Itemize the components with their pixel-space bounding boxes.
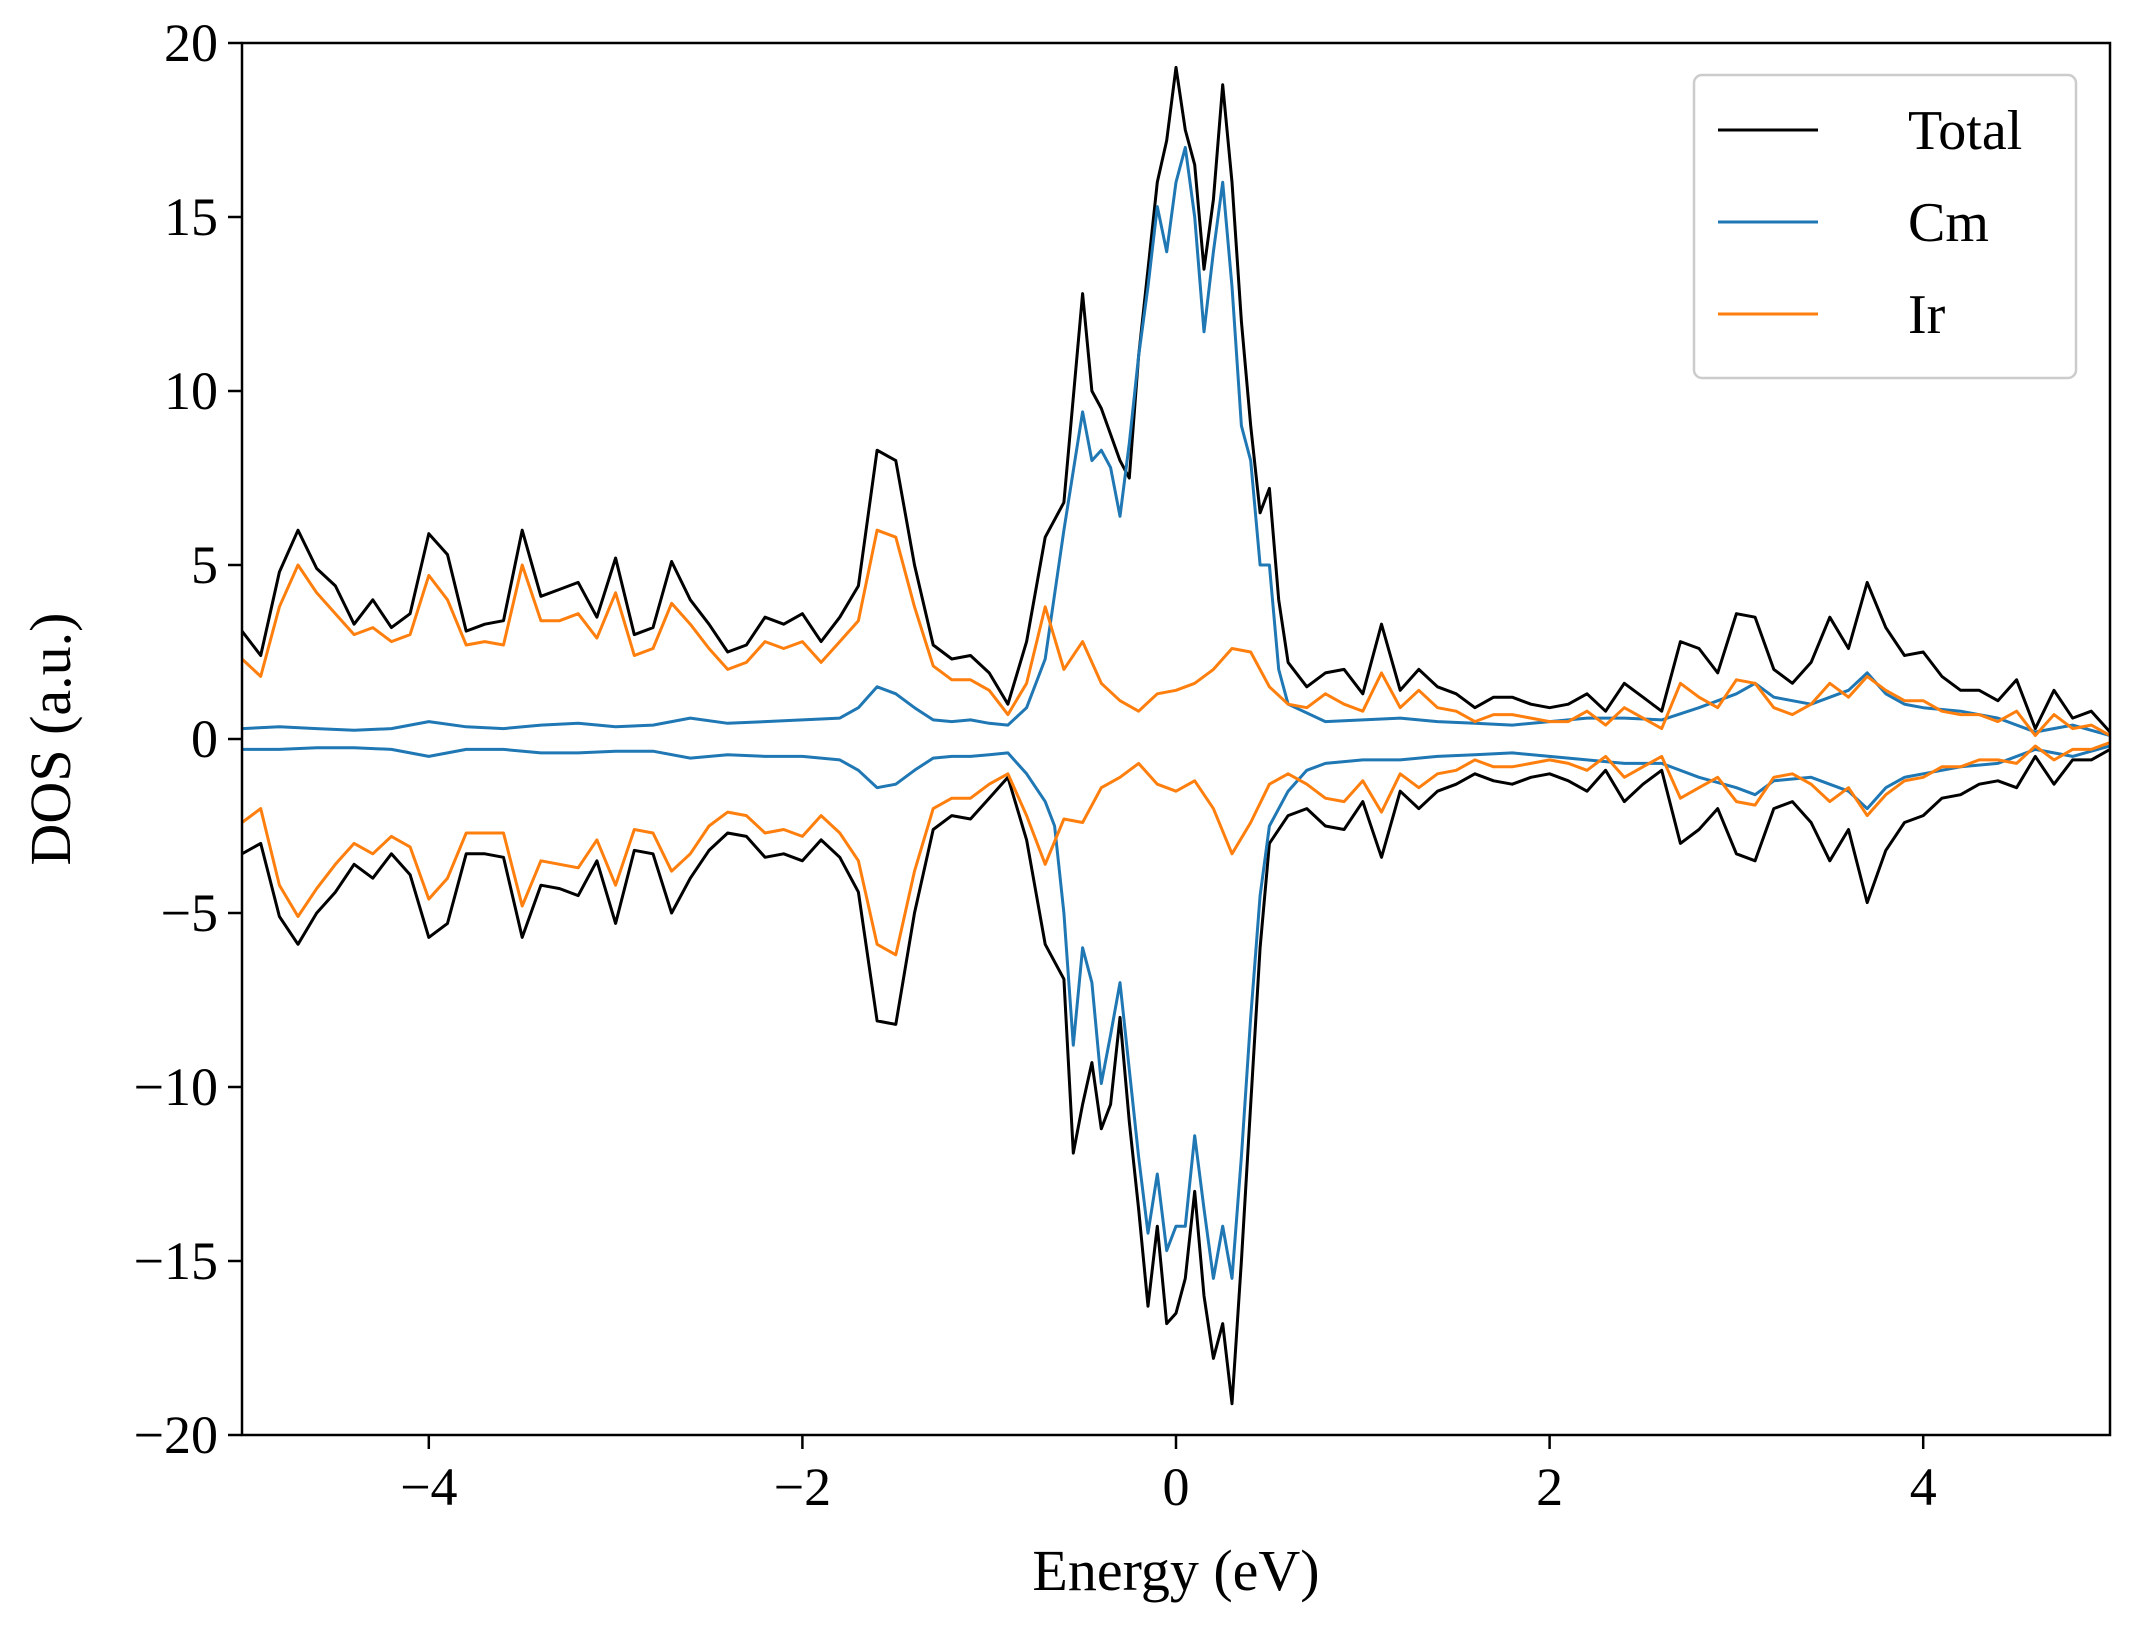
y-tick-label: −10 [134, 1057, 218, 1117]
series-layer [242, 65, 2110, 1406]
legend-box [1692, 73, 2078, 380]
series-total-spin-down [242, 748, 2110, 1406]
y-tick-label: 5 [191, 535, 218, 595]
y-tick-label: 20 [164, 13, 218, 73]
legend-label-total: Total [1908, 100, 2022, 162]
y-tick-label: 10 [164, 361, 218, 421]
legend-label-ir: Ir [1908, 284, 1946, 346]
y-tick-label: 15 [164, 187, 218, 247]
series-ir-spin-down [242, 741, 2110, 957]
x-tick-label: 0 [1163, 1457, 1190, 1517]
x-axis: −4 −2 0 2 4 [400, 1435, 1937, 1517]
x-tick-label: −2 [774, 1457, 831, 1517]
legend-label-cm: Cm [1908, 192, 1989, 254]
series-cm-spin-down [242, 744, 2110, 1280]
y-tick-label: −5 [161, 883, 218, 943]
series-total-spin-up [242, 65, 2110, 734]
y-tick-label: 0 [191, 709, 218, 769]
y-axis: −20 −15 −10 −5 0 5 10 15 20 [134, 13, 242, 1465]
series-cm-spin-up [242, 145, 2110, 737]
series-ir-spin-up [242, 528, 2110, 737]
y-tick-label: −15 [134, 1231, 218, 1291]
x-tick-label: 2 [1536, 1457, 1563, 1517]
x-tick-label: 4 [1910, 1457, 1937, 1517]
y-tick-label: −20 [134, 1405, 218, 1465]
y-axis-label: DOS (a.u.) [18, 613, 83, 866]
x-axis-label: Energy (eV) [1032, 1538, 1319, 1603]
x-tick-label: −4 [400, 1457, 457, 1517]
legend: Total Cm Ir [1692, 73, 2078, 380]
